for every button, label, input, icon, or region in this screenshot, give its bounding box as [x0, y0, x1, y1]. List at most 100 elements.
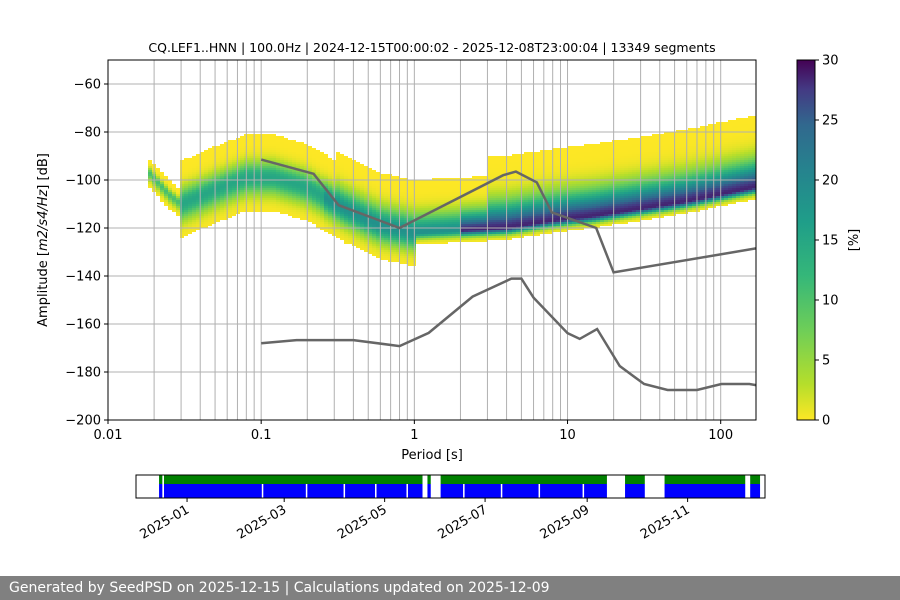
- heatmap-cell: [232, 178, 236, 180]
- heatmap-cell: [212, 190, 216, 192]
- heatmap-cell: [548, 160, 552, 162]
- heatmap-cell: [560, 192, 564, 194]
- heatmap-cell: [160, 180, 164, 182]
- heatmap-cell: [636, 152, 640, 154]
- heatmap-cell: [420, 240, 424, 242]
- heatmap-cell: [480, 224, 484, 226]
- heatmap-cell: [636, 158, 640, 160]
- heatmap-cell: [304, 166, 308, 168]
- heatmap-cell: [464, 196, 468, 198]
- heatmap-cell: [488, 198, 492, 200]
- heatmap-cell: [652, 202, 656, 204]
- heatmap-cell: [568, 164, 572, 166]
- heatmap-cell: [544, 196, 548, 198]
- heatmap-cell: [260, 166, 264, 168]
- heatmap-cell: [424, 220, 428, 222]
- heatmap-cell: [288, 204, 292, 206]
- heatmap-cell: [656, 198, 660, 200]
- heatmap-cell: [368, 168, 372, 170]
- heatmap-cell: [288, 148, 292, 150]
- heatmap-cell: [636, 178, 640, 180]
- heatmap-cell: [480, 200, 484, 202]
- heatmap-cell: [592, 146, 596, 148]
- heatmap-cell: [188, 160, 192, 162]
- heatmap-cell: [580, 148, 584, 150]
- heatmap-cell: [216, 166, 220, 168]
- heatmap-cell: [420, 196, 424, 198]
- heatmap-cell: [600, 178, 604, 180]
- heatmap-cell: [400, 208, 404, 210]
- heatmap-cell: [212, 200, 216, 202]
- heatmap-cell: [276, 196, 280, 198]
- heatmap-cell: [500, 166, 504, 168]
- heatmap-cell: [344, 212, 348, 214]
- heatmap-cell: [256, 206, 260, 208]
- heatmap-cell: [524, 232, 528, 234]
- heatmap-cell: [428, 214, 432, 216]
- heatmap-cell: [284, 154, 288, 156]
- heatmap-cell: [528, 182, 532, 184]
- heatmap-cell: [164, 198, 168, 200]
- heatmap-cell: [624, 148, 628, 150]
- heatmap-cell: [372, 210, 376, 212]
- heatmap-cell: [156, 176, 160, 178]
- heatmap-cell: [192, 184, 196, 186]
- heatmap-cell: [576, 158, 580, 160]
- heatmap-cell: [248, 186, 252, 188]
- heatmap-cell: [248, 188, 252, 190]
- heatmap-cell: [596, 150, 600, 152]
- heatmap-cell: [288, 200, 292, 202]
- heatmap-cell: [324, 192, 328, 194]
- heatmap-cell: [260, 164, 264, 166]
- heatmap-cell: [224, 176, 228, 178]
- heatmap-cell: [176, 196, 180, 198]
- heatmap-cell: [560, 174, 564, 176]
- heatmap-cell: [452, 184, 456, 186]
- heatmap-cell: [416, 192, 420, 194]
- heatmap-cell: [320, 158, 324, 160]
- heatmap-cell: [192, 186, 196, 188]
- heatmap-cell: [276, 192, 280, 194]
- heatmap-cell: [396, 250, 400, 252]
- heatmap-cell: [236, 184, 240, 186]
- heatmap-cell: [444, 240, 448, 242]
- heatmap-cell: [540, 196, 544, 198]
- heatmap-cell: [340, 166, 344, 168]
- heatmap-cell: [424, 226, 428, 228]
- heatmap-cell: [656, 150, 660, 152]
- heatmap-cell: [364, 176, 368, 178]
- heatmap-cell: [620, 176, 624, 178]
- heatmap-cell: [552, 220, 556, 222]
- heatmap-cell: [288, 164, 292, 166]
- heatmap-cell: [348, 170, 352, 172]
- heatmap-cell: [312, 214, 316, 216]
- heatmap-cell: [508, 196, 512, 198]
- heatmap-cell: [608, 206, 612, 208]
- heatmap-cell: [324, 158, 328, 160]
- heatmap-cell: [608, 222, 612, 224]
- heatmap-cell: [540, 204, 544, 206]
- heatmap-cell: [336, 226, 340, 228]
- heatmap-cell: [592, 202, 596, 204]
- heatmap-cell: [448, 190, 452, 192]
- heatmap-cell: [192, 218, 196, 220]
- heatmap-cell: [568, 166, 572, 168]
- heatmap-cell: [460, 216, 464, 218]
- heatmap-cell: [200, 220, 204, 222]
- heatmap-cell: [168, 204, 172, 206]
- heatmap-cell: [180, 200, 184, 202]
- heatmap-cell: [260, 182, 264, 184]
- heatmap-cell: [596, 198, 600, 200]
- heatmap-cell: [196, 216, 200, 218]
- heatmap-cell: [604, 214, 608, 216]
- heatmap-cell: [496, 228, 500, 230]
- heatmap-cell: [344, 164, 348, 166]
- heatmap-cell: [196, 166, 200, 168]
- heatmap-cell: [380, 248, 384, 250]
- heatmap-cell: [272, 176, 276, 178]
- heatmap-cell: [272, 144, 276, 146]
- heatmap-cell: [268, 176, 272, 178]
- heatmap-cell: [620, 144, 624, 146]
- heatmap-cell: [376, 190, 380, 192]
- heatmap-cell: [320, 200, 324, 202]
